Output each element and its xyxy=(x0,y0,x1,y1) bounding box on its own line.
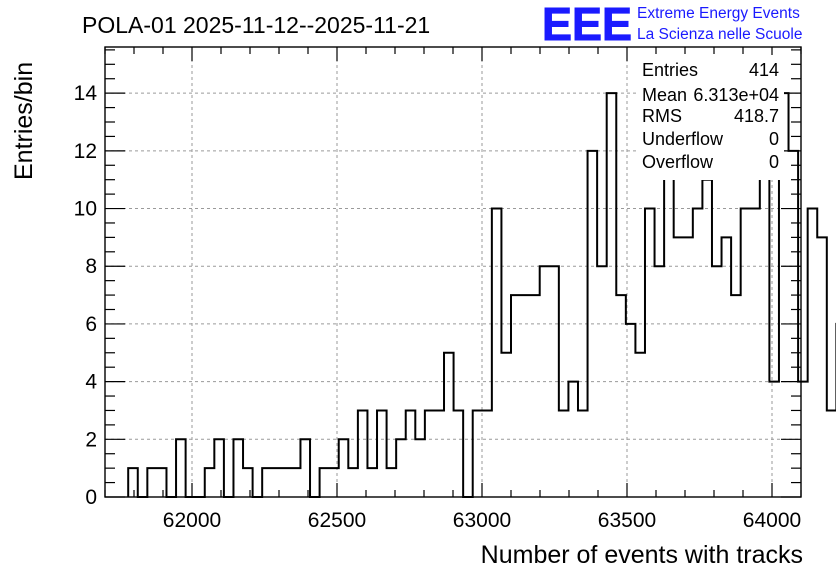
stats-underflow-value: 0 xyxy=(769,129,779,149)
tick-labels: 62000 62500 63000 63500 64000 0 2 4 6 8 10 12 14 xyxy=(74,82,802,532)
stats-rms-label: RMS xyxy=(642,106,682,126)
eee-logo: EEE Extreme Energy Events La Scienza nel… xyxy=(542,0,803,51)
chart-title: POLA-01 2025-11-12--2025-11-21 xyxy=(82,12,430,38)
x-tick-label: 63000 xyxy=(453,509,511,532)
histogram-series xyxy=(127,63,836,498)
stats-overflow-label: Overflow xyxy=(642,152,714,172)
y-tick-label: 0 xyxy=(85,486,97,509)
stats-mean-label: Mean xyxy=(642,85,687,105)
y-tick-label: 14 xyxy=(74,82,98,105)
y-tick-label: 10 xyxy=(74,198,97,221)
logo-line-2: La Scienza nelle Scuole xyxy=(637,26,802,43)
stats-overflow-value: 0 xyxy=(769,152,779,172)
stats-underflow-label: Underflow xyxy=(642,129,724,149)
x-axis-label: Number of events with tracks xyxy=(481,541,803,569)
y-tick-label: 6 xyxy=(85,313,97,336)
eee-logo-mark: EEE xyxy=(542,0,632,50)
stats-entries-label: Entries xyxy=(642,60,698,80)
x-tick-label: 64000 xyxy=(743,509,801,532)
y-tick-label: 2 xyxy=(85,428,97,451)
y-tick-label: 8 xyxy=(85,255,97,278)
stats-mean-value: 6.313e+04 xyxy=(693,85,779,105)
y-axis-label: Entries/bin xyxy=(10,62,38,180)
x-tick-label: 63500 xyxy=(598,509,656,532)
y-tick-label: 12 xyxy=(74,140,97,163)
stats-rms-value: 418.7 xyxy=(734,106,779,126)
x-tick-label: 62500 xyxy=(308,509,366,532)
x-tick-label: 62000 xyxy=(163,509,221,532)
y-tick-label: 4 xyxy=(85,371,97,394)
stats-entries-value: 414 xyxy=(749,60,779,80)
axis-ticks xyxy=(104,47,802,498)
stats-box: Entries 414 Mean 6.313e+04 RMS 418.7 Und… xyxy=(638,55,784,180)
logo-line-1: Extreme Energy Events xyxy=(637,5,800,22)
stats-box-background xyxy=(638,55,784,180)
